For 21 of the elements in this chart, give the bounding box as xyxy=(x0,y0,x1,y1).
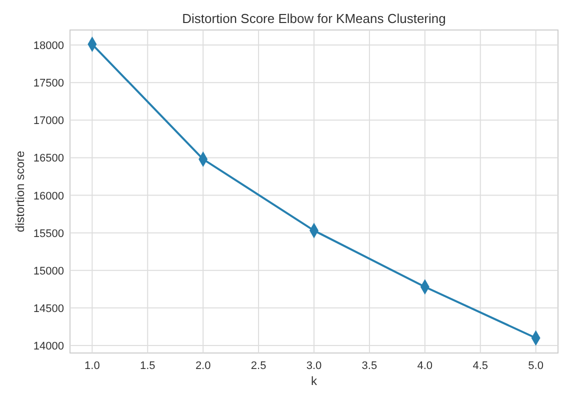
x-axis-title: k xyxy=(311,374,318,388)
y-tick-label: 14000 xyxy=(33,340,64,352)
y-axis-title: distortion score xyxy=(13,150,27,232)
x-tick-label: 4.0 xyxy=(417,360,433,372)
x-tick-label: 4.5 xyxy=(472,360,488,372)
y-tick-label: 18000 xyxy=(33,40,64,52)
y-tick-label: 14500 xyxy=(33,302,64,315)
y-tick-label: 15000 xyxy=(33,265,64,278)
y-tick-label: 17500 xyxy=(33,78,64,90)
x-tick-label: 5.0 xyxy=(528,360,544,372)
x-tick-label: 1.0 xyxy=(84,360,100,372)
x-tick-label: 3.5 xyxy=(362,360,378,372)
x-tick-label: 2.0 xyxy=(195,360,211,372)
y-tick-label: 17000 xyxy=(33,115,64,128)
x-tick-label: 3.0 xyxy=(306,360,322,372)
y-tick-label: 16500 xyxy=(33,152,64,165)
y-tick-label: 16000 xyxy=(33,190,64,202)
chart-title: Distortion Score Elbow for KMeans Clustering xyxy=(182,11,446,26)
x-tick-label: 2.5 xyxy=(250,360,266,372)
y-tick-label: 15500 xyxy=(33,228,64,240)
x-tick-label: 1.5 xyxy=(140,360,156,372)
